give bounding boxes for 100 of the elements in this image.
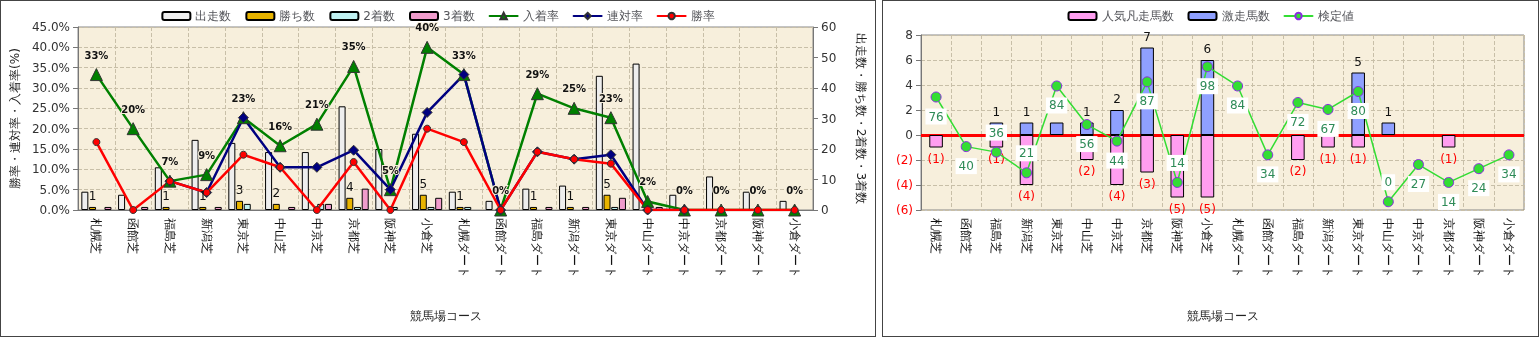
data-label: 40% xyxy=(415,22,440,34)
x-tick-label: 新潟芝 xyxy=(199,218,214,254)
data-label: (4) xyxy=(1018,189,1036,203)
x-tick-label: 函館ダート xyxy=(1260,218,1275,278)
x-tick-label: 東京ダート xyxy=(1351,218,1366,278)
x-tick-label: 阪神芝 xyxy=(383,218,398,254)
data-label: 1 xyxy=(1022,104,1031,119)
y-tick-label: 4 xyxy=(905,78,913,92)
y-tick-label: 30.0% xyxy=(31,81,71,95)
y-tick-label: 45.0% xyxy=(31,20,71,34)
data-label: (1) xyxy=(1319,151,1337,166)
data-label: 0% xyxy=(749,185,767,196)
x-tick-label: 中京ダート xyxy=(1411,218,1426,278)
data-label: 2 xyxy=(1113,92,1121,106)
data-label: 5 xyxy=(1354,54,1362,69)
data-label: 40 xyxy=(958,159,974,174)
legend-label: 人気凡走馬数 xyxy=(1101,9,1174,23)
legend-label: 勝ち数 xyxy=(279,9,316,23)
data-label: 21 xyxy=(1018,146,1035,161)
x-tick-label: 阪神ダート xyxy=(1471,218,1486,278)
x-tick-label: 新潟芝 xyxy=(1019,218,1034,254)
x-tick-label: 中山ダート xyxy=(640,218,655,278)
data-label: 0 xyxy=(1384,175,1393,190)
data-label: 35% xyxy=(341,41,366,53)
x-tick-label: 函館ダート xyxy=(493,218,508,278)
y-axis-title: 勝率・連対率・入着率(%) xyxy=(8,48,22,189)
data-label: (1) xyxy=(1440,151,1458,166)
data-label: 1 xyxy=(992,104,1001,119)
x-tick-label: 中京芝 xyxy=(1109,218,1124,254)
data-label: 1 xyxy=(456,188,464,203)
y-tick-label: 0.0% xyxy=(39,203,71,217)
y2-tick-label: 50 xyxy=(821,50,837,65)
data-label: 0% xyxy=(786,185,804,196)
data-label: 4 xyxy=(345,179,354,194)
y-tick-label: 40.0% xyxy=(31,40,71,55)
y-tick-label: (2) xyxy=(896,153,913,167)
data-label: 72 xyxy=(1290,115,1306,130)
data-label: 34 xyxy=(1260,167,1276,182)
data-label: 29% xyxy=(525,68,550,80)
y-tick-label: (4) xyxy=(896,178,913,192)
data-label: 20% xyxy=(121,103,146,115)
x-tick-label: 札幌ダート xyxy=(1230,218,1245,278)
y-tick-label: 5.0% xyxy=(39,182,71,197)
x-tick-label: 福島芝 xyxy=(162,218,177,254)
data-label: 44 xyxy=(1109,153,1125,168)
data-label: (1) xyxy=(1349,151,1367,166)
x-tick-label: 小倉芝 xyxy=(420,218,435,254)
x-tick-label: 小倉芝 xyxy=(1200,218,1215,254)
y-tick-label: (6) xyxy=(896,203,913,217)
data-label: 1 xyxy=(1083,104,1091,119)
data-label: 80 xyxy=(1350,104,1366,118)
x-tick-label: 京都芝 xyxy=(1140,218,1155,254)
legend-label: 出走数 xyxy=(195,9,232,23)
y-tick-label: 20.0% xyxy=(31,121,71,136)
legend-label: 激走馬数 xyxy=(1221,9,1270,23)
y2-tick-label: 0 xyxy=(821,203,829,217)
data-label: 24 xyxy=(1471,181,1487,196)
data-label: 34 xyxy=(1501,167,1517,182)
x-tick-label: 中京ダート xyxy=(677,218,692,278)
data-label: 33% xyxy=(84,49,109,61)
data-label: 6 xyxy=(1203,42,1212,56)
legend-label: 連対率 xyxy=(606,9,643,23)
x-tick-label: 札幌ダート xyxy=(456,218,471,278)
data-label: 33% xyxy=(451,49,476,61)
data-label: 2% xyxy=(639,176,657,188)
data-label: 67 xyxy=(1320,121,1336,136)
data-label: 2 xyxy=(272,185,281,200)
x-tick-label: 福島芝 xyxy=(989,218,1004,254)
legend-label: 検定値 xyxy=(1317,9,1354,23)
y-tick-label: 0 xyxy=(905,128,913,142)
data-label: 1 xyxy=(1384,104,1393,119)
y-tick-label: 35.0% xyxy=(31,60,71,75)
x-tick-label: 阪神芝 xyxy=(1170,218,1185,254)
y2-tick-label: 30 xyxy=(821,111,837,126)
data-label: 0% xyxy=(712,185,730,196)
data-label: 0% xyxy=(675,185,693,196)
x-axis-title: 競馬場コース xyxy=(409,309,482,323)
y2-tick-label: 60 xyxy=(821,20,837,34)
legend-label: 2着数 xyxy=(363,9,396,23)
x-tick-label: 小倉ダート xyxy=(1501,218,1516,278)
data-label: 87 xyxy=(1139,94,1155,109)
x-tick-label: 新潟ダート xyxy=(567,218,582,278)
x-tick-label: 中山ダート xyxy=(1381,218,1396,278)
data-label: 1 xyxy=(162,188,170,203)
data-label: 1 xyxy=(566,188,575,203)
x-tick-label: 函館芝 xyxy=(959,218,974,254)
data-label: 7 xyxy=(1143,29,1151,44)
legend-label: 3着数 xyxy=(443,9,475,23)
x-tick-label: 阪神ダート xyxy=(750,218,765,278)
data-label: 5 xyxy=(419,176,428,191)
legend-label: 入着率 xyxy=(522,9,559,23)
data-label: 7% xyxy=(161,156,179,168)
data-label: 25% xyxy=(562,83,587,95)
x-tick-label: 札幌芝 xyxy=(89,218,104,254)
x-tick-label: 京都ダート xyxy=(1441,218,1456,278)
data-label: 56 xyxy=(1079,137,1095,152)
data-label: 76 xyxy=(928,109,944,124)
x-axis-title: 競馬場コース xyxy=(1186,309,1259,323)
x-tick-label: 福島ダート xyxy=(530,218,545,278)
data-label: (5) xyxy=(1198,201,1216,216)
